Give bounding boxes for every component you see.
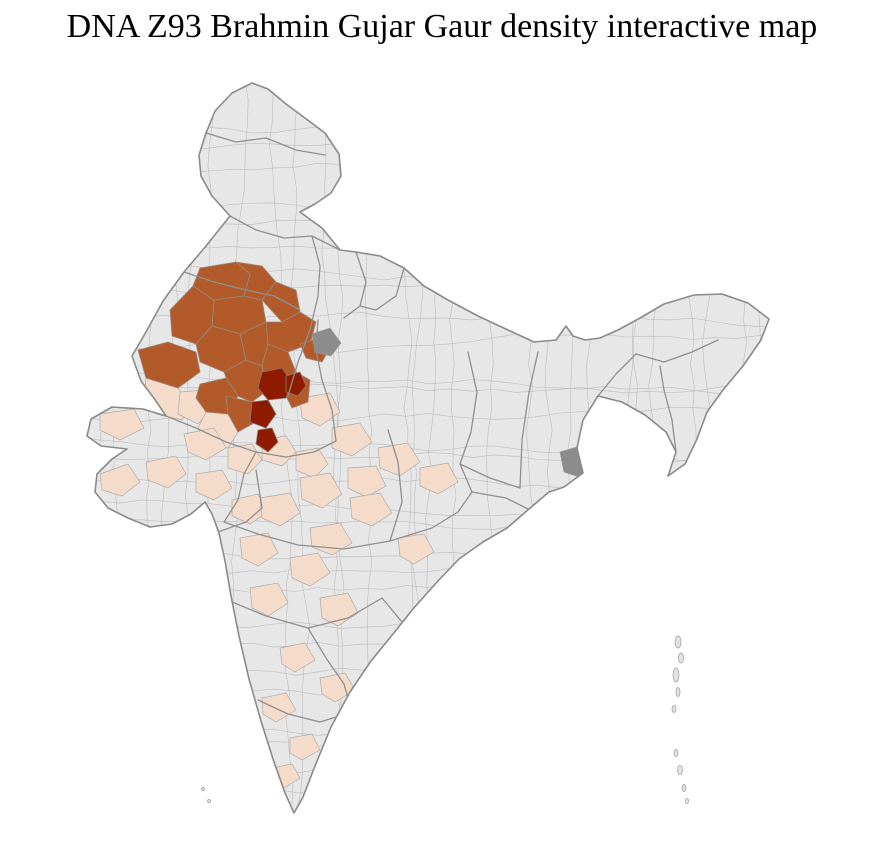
district-low[interactable] <box>331 422 373 457</box>
district-low[interactable] <box>231 493 269 525</box>
andaman-nicobar-islands <box>671 635 689 804</box>
district-low[interactable] <box>99 408 145 441</box>
districts-high <box>249 367 307 453</box>
district-low[interactable] <box>289 733 321 761</box>
district-high[interactable] <box>285 371 307 397</box>
district-low[interactable] <box>347 465 387 498</box>
district-low[interactable] <box>377 442 421 477</box>
island[interactable] <box>201 787 205 791</box>
district-high[interactable] <box>257 367 293 401</box>
district-low[interactable] <box>249 582 289 617</box>
districts-low <box>99 377 459 789</box>
district-low[interactable] <box>397 533 435 565</box>
island[interactable] <box>675 687 681 697</box>
island[interactable] <box>673 749 679 757</box>
district-low[interactable] <box>349 492 393 527</box>
island[interactable] <box>678 652 684 664</box>
lakshadweep-islands <box>201 787 211 803</box>
district-low[interactable] <box>419 462 459 495</box>
district-medium[interactable] <box>225 395 257 433</box>
district-low[interactable] <box>299 472 343 509</box>
district-low[interactable] <box>145 455 187 489</box>
island[interactable] <box>677 765 683 775</box>
island[interactable] <box>671 705 677 713</box>
district-high[interactable] <box>249 399 277 429</box>
state-borders <box>165 132 719 723</box>
island[interactable] <box>685 798 689 804</box>
district-low[interactable] <box>239 532 279 567</box>
district-medium[interactable] <box>137 341 201 389</box>
district-low[interactable] <box>299 392 341 427</box>
island[interactable] <box>681 784 687 792</box>
district-low[interactable] <box>183 427 227 461</box>
district-low[interactable] <box>319 672 356 703</box>
district-low[interactable] <box>279 642 316 673</box>
district-low[interactable] <box>289 552 331 587</box>
district-low[interactable] <box>259 492 301 527</box>
island[interactable] <box>674 635 682 649</box>
district-neutral[interactable] <box>311 327 342 357</box>
island[interactable] <box>672 667 680 683</box>
district-low[interactable] <box>99 463 141 497</box>
district-low[interactable] <box>295 447 329 479</box>
island[interactable] <box>207 799 211 803</box>
district-high[interactable] <box>255 427 279 453</box>
page-title: DNA Z93 Brahmin Gujar Gaur density inter… <box>66 8 818 45</box>
district-low[interactable] <box>195 469 233 501</box>
district-low[interactable] <box>261 692 297 723</box>
